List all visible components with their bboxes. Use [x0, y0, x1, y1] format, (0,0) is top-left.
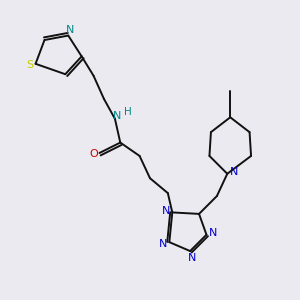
Text: N: N [113, 111, 121, 121]
Text: N: N [66, 25, 74, 35]
Text: N: N [162, 206, 170, 216]
Text: S: S [26, 60, 33, 70]
Text: O: O [89, 149, 98, 160]
Text: N: N [209, 228, 217, 238]
Text: N: N [159, 238, 167, 249]
Text: N: N [188, 253, 196, 262]
Text: N: N [230, 167, 238, 177]
Text: H: H [124, 107, 132, 117]
